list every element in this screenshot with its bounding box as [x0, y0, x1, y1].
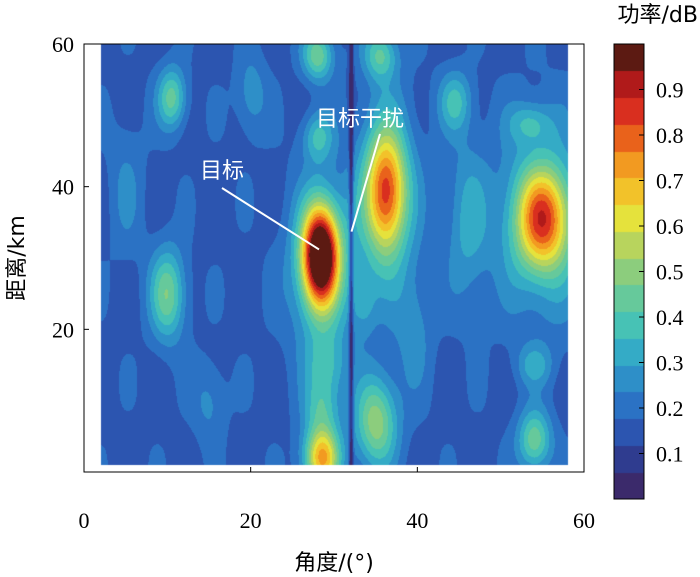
- y-tick-label: 20: [52, 317, 74, 342]
- colorbar-tick-label: 0.4: [656, 305, 684, 330]
- colorbar-tick-label: 0.9: [656, 78, 684, 103]
- interference-leader-line: [350, 133, 381, 232]
- y-tick-label: 60: [52, 32, 74, 57]
- colorbar-tick-label: 0.7: [656, 169, 684, 194]
- y-tick-labels: 20 40 60: [52, 32, 74, 342]
- x-tick-label: 60: [573, 508, 595, 533]
- colorbar-tick-labels: 0.1 0.2 0.3 0.4 0.5 0.6 0.7 0.8 0.9: [639, 78, 684, 467]
- target-leader-line: [221, 187, 320, 251]
- x-tick-label: 40: [406, 508, 428, 533]
- y-axis-title: 距离/km: [5, 215, 30, 301]
- x-tick-labels: 0 20 40 60: [79, 508, 596, 533]
- target-annotation: 目标: [200, 159, 244, 184]
- colorbar-tick-label: 0.2: [656, 396, 684, 421]
- colorbar-title: 功率/dB: [618, 3, 698, 28]
- y-tick-label: 40: [52, 175, 74, 200]
- colorbar-tick-label: 0.1: [656, 442, 684, 467]
- x-tick-label: 0: [79, 508, 90, 533]
- colorbar-tick-label: 0.5: [656, 260, 684, 285]
- colorbar-tick-label: 0.8: [656, 123, 684, 148]
- annotations: 目标 目标干扰: [200, 107, 404, 251]
- interference-annotation: 目标干扰: [316, 107, 404, 132]
- colorbar-tick-label: 0.6: [656, 214, 684, 239]
- x-axis-title: 角度/(°): [294, 551, 374, 576]
- plot-frame: [83, 43, 585, 473]
- plot-area: [83, 43, 585, 473]
- x-tick-label: 20: [240, 508, 262, 533]
- heatmap-surface: [84, 44, 584, 472]
- colorbar-tick-label: 0.3: [656, 351, 684, 376]
